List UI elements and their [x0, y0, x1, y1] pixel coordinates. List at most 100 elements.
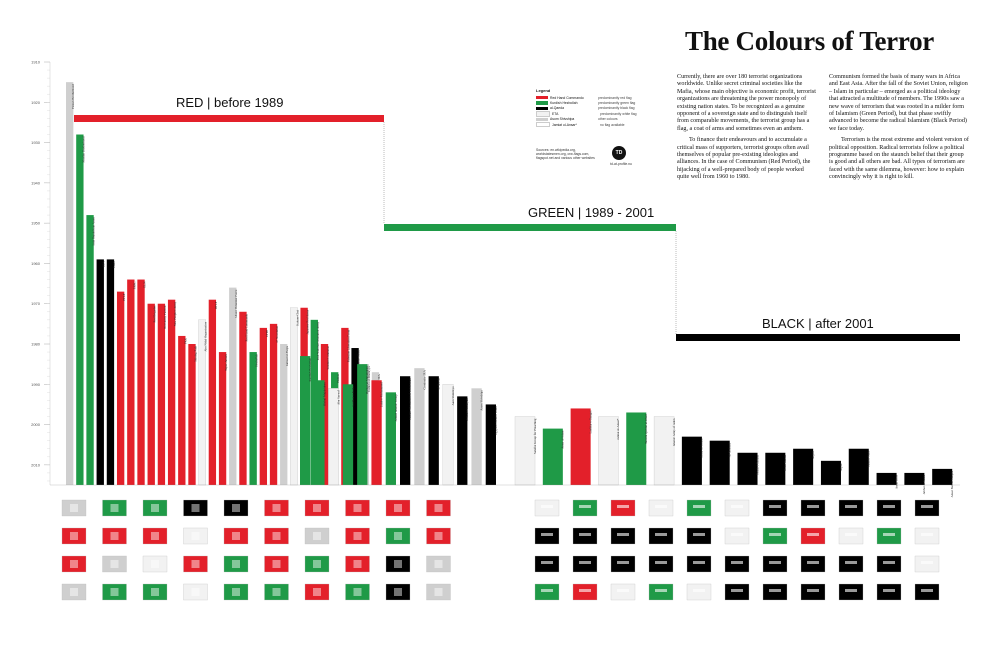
bar: [414, 368, 425, 485]
bar: [127, 279, 135, 485]
bar-label: DFLP: [214, 301, 218, 309]
flag-emblem: [617, 533, 629, 536]
flag-thumbnail: [345, 583, 370, 601]
legend-item: Red Hand Commando predominantly red flag: [536, 95, 672, 100]
flag-thumbnail: [183, 555, 208, 573]
bar-label: Fenian Brotherhood: [71, 84, 75, 109]
flag-emblem: [655, 561, 667, 564]
flag-thumbnail: [264, 583, 289, 601]
flag-emblem: [921, 589, 933, 592]
bar: [178, 335, 186, 485]
bar-label: Armed Islamic Group: [394, 394, 398, 422]
flag-thumbnail: [183, 583, 208, 601]
bar: [86, 215, 94, 486]
bar: [96, 259, 104, 485]
flag-thumbnail: [426, 527, 451, 545]
bar-label: AQIM: [811, 450, 815, 458]
flag-emblem: [353, 588, 362, 596]
era-label-black: BLACK | after 2001: [762, 316, 874, 331]
intro-column-1: Currently, there are over 180 terrorist …: [677, 74, 817, 186]
bar-label: PFLP: [122, 293, 126, 300]
flag-thumbnail: [61, 583, 87, 601]
flag-emblem: [921, 561, 933, 564]
legend-item-desc: predominantly red flag: [598, 95, 632, 100]
brand-logo: TD: [612, 146, 626, 160]
flag-emblem: [921, 505, 933, 508]
y-tick-label: 1940: [31, 180, 41, 185]
flag-emblem: [617, 561, 629, 564]
flag-emblem: [579, 589, 591, 592]
legend-item-desc: no flag available: [600, 122, 625, 127]
bar: [876, 472, 897, 485]
flag-thumbnail: [304, 499, 330, 517]
legend-item-name: Kurdish Hezbollah: [550, 101, 578, 106]
bar: [626, 412, 647, 485]
legend-item-name: Jamiat ul-Ansar*: [552, 122, 577, 127]
y-tick-label: 1920: [31, 100, 41, 105]
bar-label: Al-Shabaab: [728, 442, 732, 457]
legend-item-desc: predominantly white flag: [600, 111, 637, 116]
legend-swatch: [536, 96, 548, 100]
flag-emblem: [434, 588, 443, 596]
bar-label: al-Qaeda: [437, 378, 441, 390]
bar-label: Jaish-e-Mohammed: [380, 382, 384, 407]
flag-emblem: [110, 560, 119, 568]
bar-label: Ansar Dine: [894, 474, 898, 489]
legend-item: al-Qaeda predominantly black flag: [536, 106, 672, 111]
bar-label: Harkat-ul-Mujahideen: [365, 366, 369, 394]
bar-label: Jamaat ul-Fuqra: [285, 345, 289, 366]
bar: [765, 452, 786, 485]
flag-emblem: [313, 560, 321, 568]
flag-emblem: [579, 561, 591, 564]
flag-emblem: [883, 505, 895, 508]
flag-emblem: [541, 589, 553, 592]
bar: [848, 448, 869, 485]
flag-emblem: [921, 533, 933, 536]
bar-label: Boko Haram: [783, 454, 787, 470]
bar-label: Jamiat ul-Ansar*: [616, 418, 620, 440]
flag-emblem: [272, 504, 281, 512]
flag-emblem: [731, 533, 743, 536]
bar: [904, 472, 925, 485]
flag-emblem: [151, 504, 159, 512]
legend-item-desc: predominantly black flag: [598, 106, 635, 111]
flag-thumbnail: [142, 499, 168, 517]
bar-label: PKK: [183, 337, 187, 344]
flag-emblem: [693, 589, 705, 592]
flag-emblem: [655, 589, 667, 592]
bar-label: Aum Shinrikyo: [451, 386, 455, 406]
bar: [351, 348, 359, 485]
legend-item: Asom Shivshipa other colours: [536, 117, 672, 122]
bar-label: Muslim Brotherhood: [81, 136, 85, 162]
flag-emblem: [191, 560, 200, 568]
sources-note: Sources: en.wikipedia.org, worldstatesme…: [536, 148, 595, 161]
y-tick-label: 1980: [31, 342, 41, 347]
flag-thumbnail: [183, 527, 208, 545]
y-tick-label: 1970: [31, 301, 41, 306]
bar-label: Tanzim Qa'idat al-Jihad: [644, 414, 648, 444]
bar: [259, 327, 268, 485]
flag-emblem: [769, 561, 781, 564]
flag-thumbnail: [61, 527, 87, 545]
flag-thumbnail: [142, 583, 168, 601]
flag-emblem: [151, 560, 159, 568]
flag-emblem: [541, 533, 553, 536]
flag-emblem: [353, 532, 362, 540]
flag-emblem: [731, 561, 743, 564]
bar-label: Gama'a al-Islamiyya: [367, 366, 371, 392]
flag-emblem: [232, 588, 240, 596]
legend-swatch: [536, 121, 550, 128]
bar-label: Tupac Amaru: [224, 354, 228, 371]
flag-emblem: [617, 505, 629, 508]
legend-item: Jamiat ul-Ansar* no flag available: [536, 121, 672, 128]
bar: [428, 376, 439, 485]
flag-emblem: [617, 589, 629, 592]
era-band-green: [384, 224, 676, 231]
y-tick-label: 2010: [31, 462, 41, 467]
flag-emblem: [70, 504, 78, 512]
flag-emblem: [151, 532, 159, 540]
flag-emblem: [541, 505, 553, 508]
flag-emblem: [272, 588, 281, 596]
flag-thumbnail: [385, 555, 411, 573]
